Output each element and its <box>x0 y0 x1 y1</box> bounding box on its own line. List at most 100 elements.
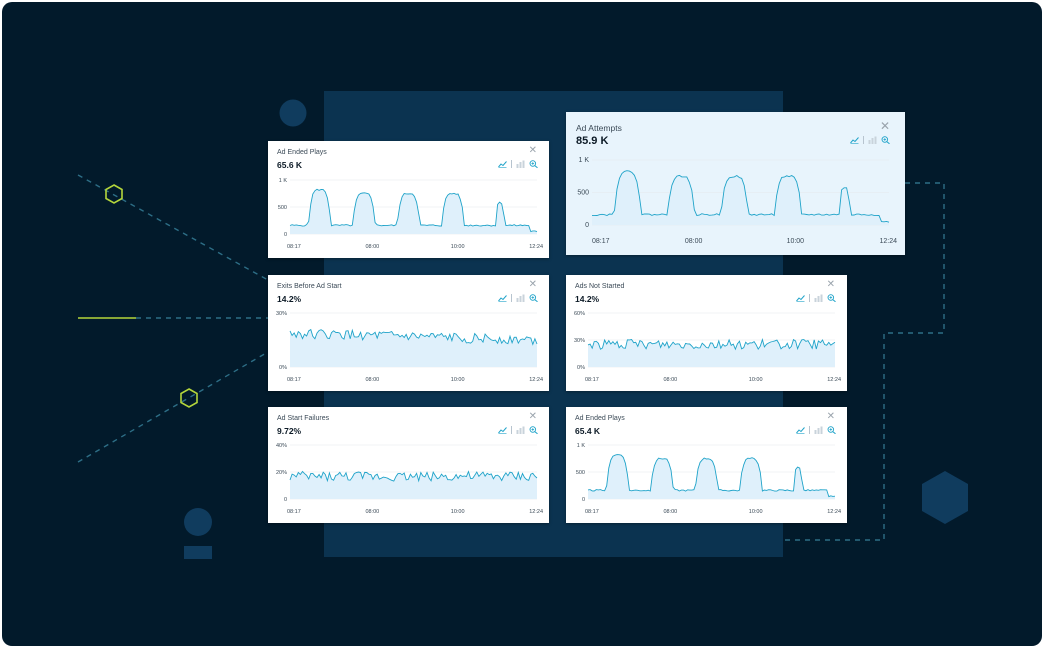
y-tick-label: 1 K <box>577 443 586 449</box>
y-tick-label: 0 <box>585 222 589 229</box>
card-value: 85.9 K <box>576 135 609 147</box>
card-value: 14.2% <box>277 294 302 304</box>
y-tick-label: 500 <box>278 205 287 211</box>
x-tick-label: 10:00 <box>787 238 805 245</box>
card-title: Exits Before Ad Start <box>277 283 342 290</box>
x-tick-label: 08:17 <box>287 509 301 515</box>
line-chart-icon[interactable] <box>498 294 507 302</box>
x-tick-label: 10:00 <box>451 377 465 383</box>
x-tick-label: 08:00 <box>685 238 703 245</box>
bar-chart-icon[interactable] <box>868 136 877 144</box>
card-value: 65.6 K <box>277 160 303 170</box>
x-tick-label: 08:00 <box>365 509 379 515</box>
y-tick-label: 30% <box>276 311 287 317</box>
x-tick-label: 10:00 <box>749 377 763 383</box>
metric-card-ad-ended-plays-1[interactable]: 1 K 500 0 08:17 08:00 10:00 12:24 Ad Ended Play… <box>268 141 549 258</box>
x-tick-label: 12:24 <box>827 377 841 383</box>
close-icon[interactable]: ✕ <box>826 411 835 422</box>
line-chart-icon[interactable] <box>796 294 805 302</box>
toolbar-divider <box>863 135 864 144</box>
series-area <box>290 329 537 367</box>
metric-card-ad-start-failures[interactable]: 40% 20% 0 08:17 08:00 10:00 12:24 Ad Start Fail… <box>268 407 549 523</box>
bar-chart-icon[interactable] <box>516 160 525 168</box>
y-tick-label: 40% <box>276 443 287 449</box>
close-icon[interactable]: ✕ <box>528 411 537 422</box>
zoom-icon[interactable] <box>881 135 890 144</box>
y-tick-label: 500 <box>576 470 585 476</box>
bar-chart-icon[interactable] <box>516 294 525 302</box>
toolbar-divider <box>511 159 512 168</box>
zoom-icon[interactable] <box>827 293 836 302</box>
close-icon[interactable]: ✕ <box>826 279 835 290</box>
series-area <box>290 189 537 234</box>
y-tick-label: 0% <box>577 365 585 371</box>
person-decoration <box>184 508 212 559</box>
series-line <box>289 188 538 233</box>
x-tick-label: 08:00 <box>663 509 677 515</box>
line-chart-icon[interactable] <box>796 426 805 434</box>
chart: 60% 30% 0%08:17 08:00 10:00 12:24 <box>574 311 841 383</box>
line-chart-icon[interactable] <box>498 426 507 434</box>
hexagon-icon <box>922 471 968 524</box>
y-tick-label: 1 K <box>578 157 589 164</box>
y-tick-label: 0 <box>582 497 585 503</box>
circle-decoration <box>279 99 307 127</box>
x-tick-label: 08:17 <box>585 509 599 515</box>
metric-card-exits-before-ad-start[interactable]: 30% 0% 08:17 08:00 10:00 12:24 Exits Before Ad… <box>268 275 549 391</box>
metric-card-ads-not-started[interactable]: 60% 30% 0% 08:17 08:00 10:00 12:24 Ads Not Star… <box>566 275 847 391</box>
series-line <box>587 338 836 351</box>
x-tick-label: 12:24 <box>529 509 543 515</box>
y-tick-label: 0 <box>284 497 287 503</box>
line-chart-icon[interactable] <box>850 136 859 144</box>
line-chart-icon[interactable] <box>498 160 507 168</box>
card-value: 9.72% <box>277 426 302 436</box>
series-line <box>592 170 890 223</box>
series-area <box>592 170 889 225</box>
x-tick-label: 12:24 <box>529 377 543 383</box>
card-title: Ad Ended Plays <box>277 149 327 156</box>
card-title: Ad Start Failures <box>277 415 330 422</box>
series-line <box>289 328 538 346</box>
x-tick-label: 08:00 <box>365 244 379 250</box>
chart-toolbar <box>796 293 836 302</box>
card-value: 14.2% <box>575 294 600 304</box>
metric-card-ad-ended-plays-2[interactable]: 1 K 500 0 08:17 08:00 10:00 12:24 Ad Ended Play… <box>566 407 847 523</box>
chart-toolbar <box>498 293 538 302</box>
close-icon[interactable]: ✕ <box>528 279 537 290</box>
toolbar-divider <box>511 425 512 434</box>
x-tick-label: 10:00 <box>451 244 465 250</box>
zoom-icon[interactable] <box>529 159 538 168</box>
x-tick-label: 08:17 <box>585 377 599 383</box>
bar-chart-icon[interactable] <box>516 426 525 434</box>
x-tick-label: 10:00 <box>749 509 763 515</box>
chart-toolbar <box>796 425 836 434</box>
metric-card-ad-attempts[interactable]: 1 K 500 0 08:17 08:00 10:00 12:24 Ad Attempts 85… <box>566 112 905 255</box>
x-tick-label: 12:24 <box>529 244 543 250</box>
zoom-icon[interactable] <box>529 293 538 302</box>
series-area <box>588 339 835 367</box>
card-title: Ad Attempts <box>576 123 622 133</box>
zoom-icon[interactable] <box>529 425 538 434</box>
card-value: 65.4 K <box>575 426 601 436</box>
hexagon-icon <box>180 388 198 408</box>
bar-chart-icon[interactable] <box>814 426 823 434</box>
x-tick-label: 08:00 <box>663 377 677 383</box>
series-area <box>290 471 537 499</box>
close-icon[interactable]: ✕ <box>528 145 537 156</box>
series-area <box>588 454 835 499</box>
y-tick-label: 1 K <box>279 178 288 184</box>
x-tick-label: 08:17 <box>287 377 301 383</box>
close-icon[interactable]: ✕ <box>879 119 890 133</box>
bar-chart-icon[interactable] <box>814 294 823 302</box>
chart-toolbar <box>850 135 890 144</box>
y-tick-label: 20% <box>276 470 287 476</box>
y-tick-label: 30% <box>574 338 585 344</box>
zoom-icon[interactable] <box>827 425 836 434</box>
hexagon-icon <box>105 184 123 204</box>
x-tick-label: 08:17 <box>592 238 610 245</box>
